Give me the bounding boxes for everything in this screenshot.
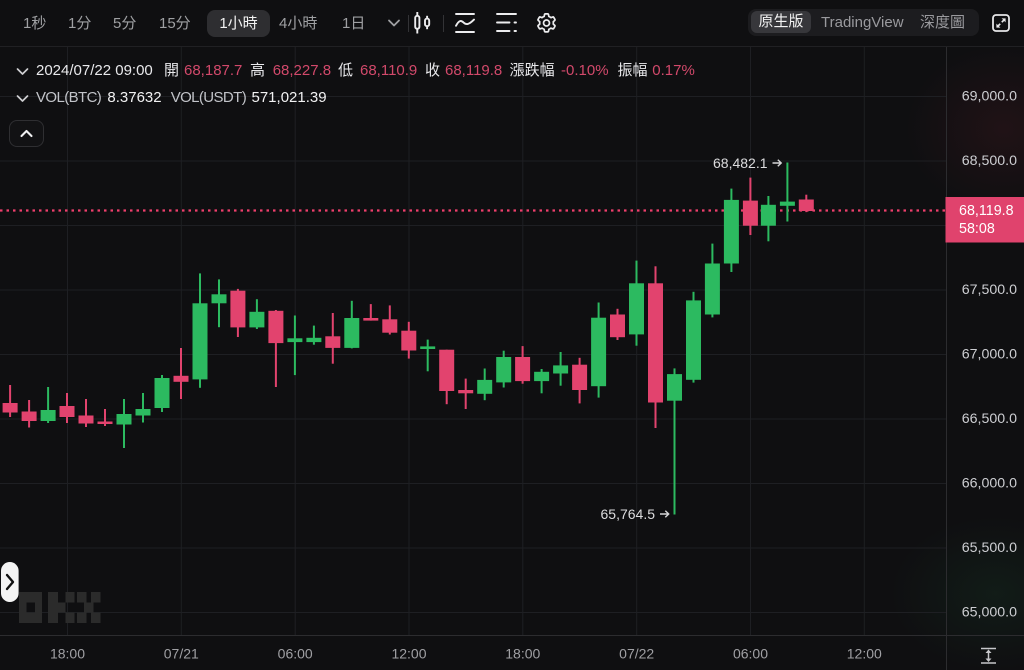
svg-text:65,000.0: 65,000.0 xyxy=(962,605,1017,621)
svg-text:69,000.0: 69,000.0 xyxy=(962,89,1017,105)
svg-text:66,000.0: 66,000.0 xyxy=(962,476,1017,492)
svg-text:12:00: 12:00 xyxy=(847,646,882,662)
svg-text:68,500.0: 68,500.0 xyxy=(962,153,1017,169)
svg-text:58:08: 58:08 xyxy=(959,221,995,237)
svg-text:18:00: 18:00 xyxy=(505,646,540,662)
svg-text:65,764.5: 65,764.5 xyxy=(601,506,656,522)
svg-text:06:00: 06:00 xyxy=(733,646,768,662)
svg-text:06:00: 06:00 xyxy=(278,646,313,662)
svg-text:68,119.8: 68,119.8 xyxy=(959,203,1014,219)
svg-text:66,500.0: 66,500.0 xyxy=(962,411,1017,427)
svg-text:07/22: 07/22 xyxy=(619,646,654,662)
svg-text:67,500.0: 67,500.0 xyxy=(962,282,1017,298)
svg-text:65,500.0: 65,500.0 xyxy=(962,540,1017,556)
svg-text:12:00: 12:00 xyxy=(391,646,426,662)
svg-text:18:00: 18:00 xyxy=(50,646,85,662)
svg-text:67,000.0: 67,000.0 xyxy=(962,347,1017,363)
svg-text:07/21: 07/21 xyxy=(164,646,199,662)
svg-text:68,482.1: 68,482.1 xyxy=(713,155,768,171)
